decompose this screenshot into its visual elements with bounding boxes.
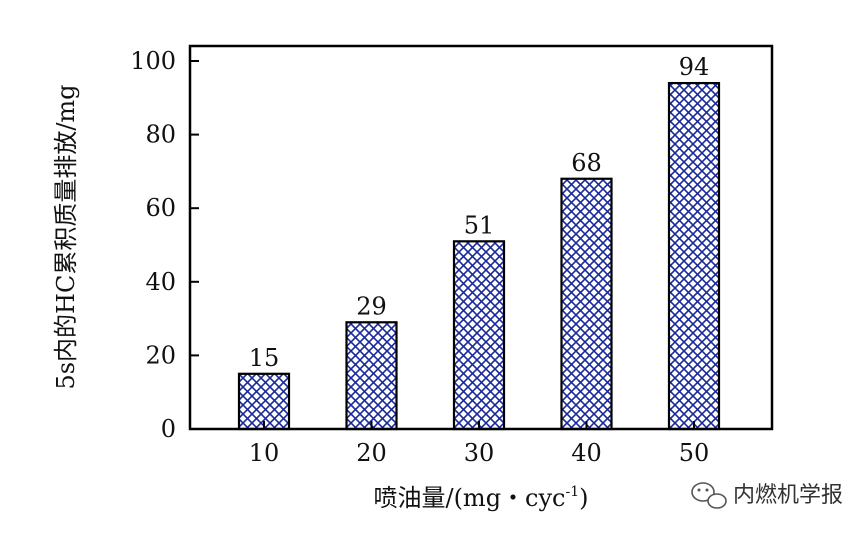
x-tick-label-40: 40 [571,439,602,467]
x-axis-title: 喷油量/(mg・cyc-1) [373,484,588,512]
bar-30 [452,240,506,431]
data-label-40: 68 [571,149,602,177]
data-label-20: 29 [356,292,387,320]
bar-10 [237,372,291,431]
x-axis: 10 20 30 40 50 [249,421,710,467]
y-tick-label-0: 0 [161,415,176,443]
wechat-icon [691,482,727,509]
x-tick-label-30: 30 [464,439,495,467]
x-tick-label-10: 10 [249,439,280,467]
data-label-10: 15 [249,344,280,372]
x-tick-label-50: 50 [679,439,710,467]
y-axis-title: 5s内的HC累积质量排放/mg [52,84,80,389]
y-tick-label-80: 80 [145,121,176,149]
x-tick-label-20: 20 [356,439,387,467]
y-tick-label-20: 20 [145,341,176,369]
y-tick-label-60: 60 [145,194,176,222]
bar-40 [560,177,613,431]
data-labels-layer: 15 29 51 68 94 [249,53,710,372]
x-axis-title-main: 喷油量/(mg・cyc [373,484,565,512]
x-axis-title-close: ) [579,484,588,512]
bar-20 [345,321,398,431]
data-label-50: 94 [679,53,710,81]
bars-layer [237,81,721,431]
watermark: 内燃机学报 [691,482,843,509]
y-tick-label-100: 100 [130,47,176,75]
data-label-30: 51 [464,211,495,239]
watermark-text: 内燃机学报 [733,483,843,508]
x-axis-title-sup: -1 [566,484,580,500]
y-axis: 0 20 40 60 80 100 [130,47,199,443]
plot-frame [188,44,774,431]
y-tick-label-40: 40 [145,268,176,296]
bar-50 [667,81,721,431]
